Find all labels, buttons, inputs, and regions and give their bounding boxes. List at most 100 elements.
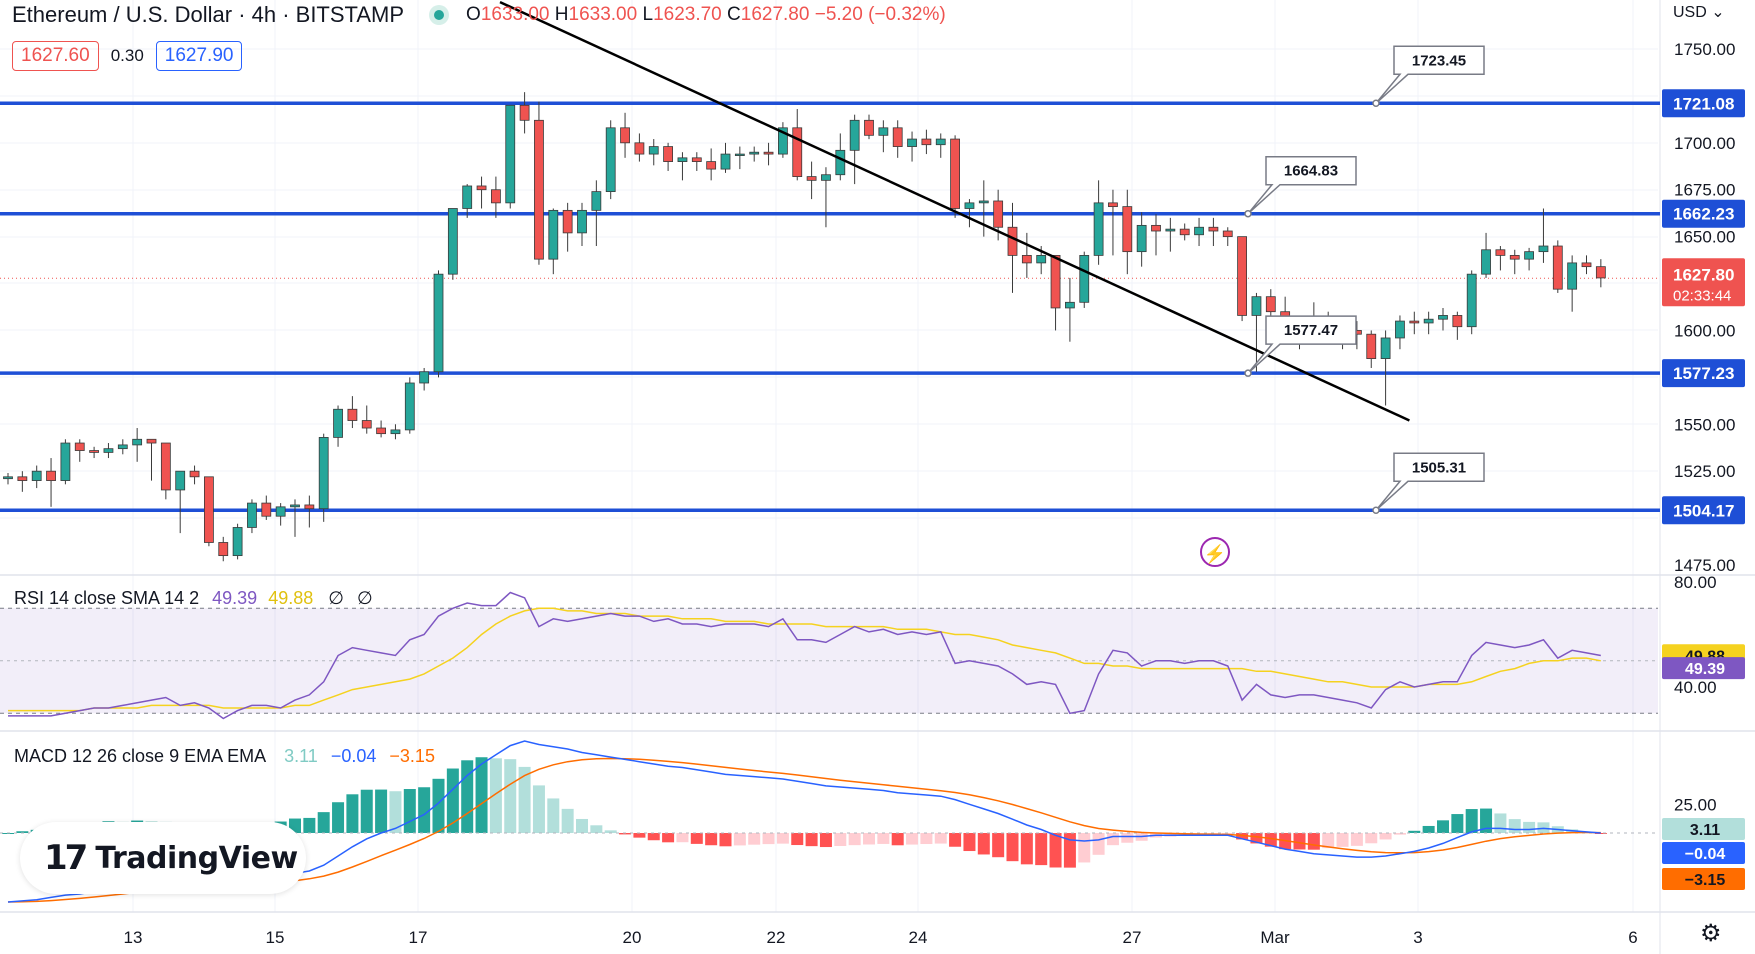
callout-label: 1577.47 xyxy=(1284,322,1338,339)
macd-hist-bar xyxy=(16,831,29,833)
candle-body xyxy=(548,209,559,260)
callout-box xyxy=(1247,155,1357,215)
macd-hist-bar xyxy=(719,833,732,847)
price-callout-1: 1664.83 xyxy=(1244,155,1357,218)
candle xyxy=(462,184,473,218)
candle-body xyxy=(1495,249,1506,256)
candle xyxy=(1208,217,1219,247)
candle xyxy=(864,114,874,140)
candle-body xyxy=(290,504,300,508)
macd-hist-bar xyxy=(1451,814,1464,833)
price-tick-label: 1600.00 xyxy=(1674,321,1735,340)
price-tick-label: 1475.00 xyxy=(1674,556,1735,575)
macd-tick-label: 25.00 xyxy=(1674,795,1717,814)
level-price-tag-label: 1504.17 xyxy=(1673,501,1734,520)
callout-box xyxy=(1375,45,1485,104)
candle xyxy=(1194,217,1204,247)
time-tick-label: 17 xyxy=(409,928,428,947)
candle-body xyxy=(1366,333,1377,360)
candle-body xyxy=(46,470,56,481)
candle-body xyxy=(419,371,430,384)
candle xyxy=(1509,249,1520,275)
candle-body xyxy=(835,149,846,176)
macd-hist-bar xyxy=(1322,833,1335,849)
candle xyxy=(1251,292,1262,372)
macd-hist-bar xyxy=(1379,833,1392,840)
candle xyxy=(1552,240,1563,293)
level-price-tag-label: 1577.23 xyxy=(1673,364,1734,383)
buy-price-button[interactable]: 1627.90 xyxy=(155,41,243,71)
candle xyxy=(591,180,602,247)
lightning-icon[interactable]: ⚡ xyxy=(1200,537,1230,567)
candle xyxy=(232,523,243,560)
level-price-tag-label: 1662.23 xyxy=(1673,205,1734,224)
candle-body xyxy=(706,161,717,170)
candle-body xyxy=(763,151,774,155)
candle-body xyxy=(1438,315,1448,320)
candle xyxy=(1466,270,1477,335)
macd-hist-bar xyxy=(1594,833,1607,834)
candle xyxy=(534,101,544,265)
candle-body xyxy=(720,153,731,170)
tradingview-logo[interactable]: 17 TradingView xyxy=(20,822,306,894)
candle xyxy=(1050,254,1061,331)
level-price-tag-2 xyxy=(1662,359,1745,388)
candle xyxy=(175,470,186,534)
macd-hist-bar xyxy=(1121,833,1134,843)
settings-gear-icon[interactable]: ⚙ xyxy=(1700,920,1722,947)
candle-body xyxy=(577,209,587,234)
candle-body xyxy=(476,185,487,191)
callout-box xyxy=(1375,452,1485,511)
candle xyxy=(1538,208,1549,263)
candle xyxy=(1108,189,1118,256)
candle-body xyxy=(993,200,1004,228)
candle xyxy=(419,367,430,391)
candle-body xyxy=(1524,251,1534,260)
macd-hist-bar xyxy=(992,833,1005,858)
candle-body xyxy=(117,444,128,450)
macd-hist-bar xyxy=(848,833,861,846)
currency-selector[interactable]: USD ⌄ xyxy=(1673,4,1725,21)
candle xyxy=(921,129,932,155)
candle-body xyxy=(1481,249,1491,275)
price-tick-label: 1700.00 xyxy=(1674,134,1735,153)
candle-body xyxy=(849,119,860,151)
rsi-value-tag xyxy=(1662,657,1745,680)
candle xyxy=(1237,236,1247,322)
candle xyxy=(605,120,616,200)
callout-anchor xyxy=(1372,506,1380,515)
candle-body xyxy=(390,429,401,435)
candle-body xyxy=(1050,254,1061,309)
time-tick-label: 13 xyxy=(124,928,143,947)
macd-hist-bar xyxy=(1092,833,1105,855)
macd-hist-bar xyxy=(748,833,761,845)
macd-hist-bar xyxy=(1020,833,1033,865)
macd-legend[interactable]: MACD 12 26 close 9 EMA EMA 3.11 −0.04 −3… xyxy=(14,746,435,766)
candle xyxy=(1409,311,1420,335)
macd-hist-bar xyxy=(1307,833,1320,850)
candle xyxy=(261,495,272,520)
rsi-legend[interactable]: RSI 14 close SMA 14 2 49.39 49.88 ∅ ∅ xyxy=(14,588,373,608)
candle xyxy=(74,439,85,462)
candle-body xyxy=(1409,320,1420,324)
macd-value-tag xyxy=(1662,868,1745,890)
candle xyxy=(275,503,286,526)
macd-hist-bar xyxy=(676,833,689,843)
rsi-value-tag-label: 49.39 xyxy=(1685,661,1725,678)
sell-price-button[interactable]: 1627.60 xyxy=(12,41,99,71)
rsi-line xyxy=(8,591,1601,720)
macd-hist-bar xyxy=(1480,808,1493,833)
candle-body xyxy=(1079,254,1090,303)
candle-body xyxy=(1509,254,1520,260)
time-tick-label: 27 xyxy=(1123,928,1142,947)
macd-hist-bar xyxy=(360,789,373,833)
candle-body xyxy=(921,138,932,146)
macd-hist-bar xyxy=(576,818,588,833)
symbol-title[interactable]: Ethereum / U.S. Dollar · 4h · BITSTAMP xyxy=(12,2,405,27)
time-tick-label: 22 xyxy=(767,928,786,947)
candle-body xyxy=(247,502,257,528)
candle-body xyxy=(333,408,343,438)
candle-body xyxy=(950,138,960,209)
candle xyxy=(17,471,28,492)
